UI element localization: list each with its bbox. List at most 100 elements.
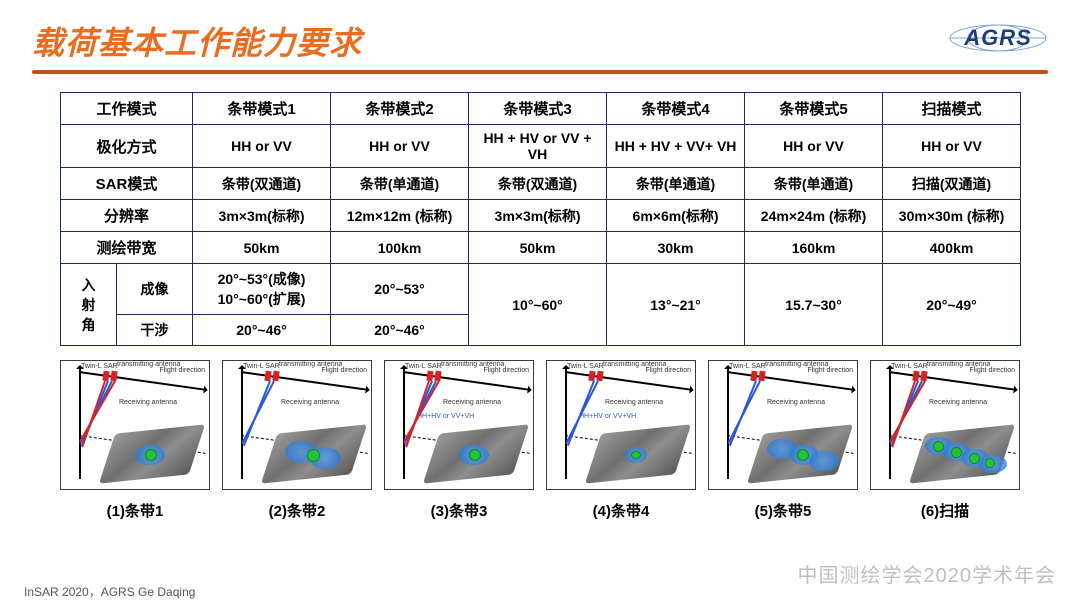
imaging-cell: 20°~49° [883, 264, 1021, 346]
data-cell: 3m×3m(标称) [469, 200, 607, 232]
title-row: 载荷基本工作能力要求 AGRS [32, 18, 1048, 64]
beam-line [727, 381, 761, 444]
beam-spot [631, 451, 641, 459]
data-cell: 条带(单通道) [331, 168, 469, 200]
col-header: 条带模式4 [607, 93, 745, 125]
axis-icon [565, 367, 567, 479]
data-cell: HH + HV + VV+ VH [607, 125, 745, 168]
twin-label: Twin-L SAR [729, 363, 766, 370]
flight-dir-label: Flight direction [969, 367, 1015, 374]
col-header: 条带模式2 [331, 93, 469, 125]
data-cell: 条带(单通道) [607, 168, 745, 200]
beam-spot [985, 458, 995, 468]
diagram: Twin-L SAR transmitting antenna Flight d… [384, 360, 534, 521]
slide-title: 载荷基本工作能力要求 [32, 18, 362, 64]
diagram-label: (5)条带5 [755, 500, 812, 521]
diagram-box: Twin-L SAR transmitting antenna Flight d… [384, 360, 534, 490]
axis-icon [79, 367, 81, 479]
twin-label: Twin-L SAR [891, 363, 928, 370]
table-wrap: 工作模式条带模式1条带模式2条带模式3条带模式4条带模式5扫描模式极化方式HH … [60, 92, 1020, 346]
interfer-cell: 20°~46° [193, 315, 331, 346]
diagram-row: Twin-L SAR transmitting antenna Flight d… [60, 360, 1020, 521]
tx-antenna-icon [588, 371, 595, 382]
rx-label: Receiving antenna [443, 399, 501, 406]
diagram-box: Twin-L SAR transmitting antenna Flight d… [60, 360, 210, 490]
rx-label: Receiving antenna [605, 399, 663, 406]
diagram-label: (1)条带1 [107, 500, 164, 521]
imaging-label: 成像 [117, 264, 193, 315]
imaging-cell: 13°~21° [607, 264, 745, 346]
twin-label: Twin-L SAR [81, 363, 118, 370]
beam-spot [933, 441, 944, 452]
incidence-group: 入射角 [61, 264, 117, 346]
diagram-label: (4)条带4 [593, 500, 650, 521]
diagram: Twin-L SAR transmitting antenna Flight d… [546, 360, 696, 521]
twin-label: Twin-L SAR [567, 363, 604, 370]
rx-label: Receiving antenna [281, 399, 339, 406]
beam-spot [797, 449, 809, 461]
axis-icon [403, 367, 405, 479]
flight-dir-label: Flight direction [645, 367, 691, 374]
beam-line [79, 381, 116, 443]
footer-left: InSAR 2020，AGRS Ge Daqing [24, 583, 195, 600]
diagram-box: Twin-L SAR transmitting antenna Flight d… [870, 360, 1020, 490]
data-cell: 160km [745, 232, 883, 264]
row-label: 测绘带宽 [61, 232, 193, 264]
data-cell: 24m×24m (标称) [745, 200, 883, 232]
flight-dir-label: Flight direction [159, 367, 205, 374]
diagram: Twin-L SAR transmitting antenna Flight d… [708, 360, 858, 521]
data-cell: HH or VV [193, 125, 331, 168]
flight-dir-label: Flight direction [483, 367, 529, 374]
data-cell: HH or VV [745, 125, 883, 168]
interfer-label: 干涉 [117, 315, 193, 346]
beam-spot [307, 449, 320, 462]
beam-line [403, 381, 440, 443]
logo-text: AGRS [963, 25, 1032, 50]
data-cell: HH + HV or VV + VH [469, 125, 607, 168]
beam-line [889, 381, 926, 443]
col-header: 工作模式 [61, 93, 193, 125]
imaging-cell: 15.7~30° [745, 264, 883, 346]
flight-dir-label: Flight direction [321, 367, 367, 374]
diagram: Twin-L SAR transmitting antenna Flight d… [222, 360, 372, 521]
pol-label: HH+HV or VV+VH [417, 413, 474, 420]
axis-icon [727, 367, 729, 479]
twin-label: Twin-L SAR [243, 363, 280, 370]
slide: 载荷基本工作能力要求 AGRS 工作模式条带模式1条带模式2条带模式3条带模式4… [0, 0, 1080, 608]
data-cell: HH or VV [331, 125, 469, 168]
row-label: 极化方式 [61, 125, 193, 168]
imaging-cell: 20°~53°(成像) 10°~60°(扩展) [193, 264, 331, 315]
col-header: 扫描模式 [883, 93, 1021, 125]
data-cell: 100km [331, 232, 469, 264]
diagram-box: Twin-L SAR transmitting antenna Flight d… [222, 360, 372, 490]
data-cell: 6m×6m(标称) [607, 200, 745, 232]
axis-icon [889, 367, 891, 479]
data-cell: 30m×30m (标称) [883, 200, 1021, 232]
col-header: 条带模式3 [469, 93, 607, 125]
data-cell: 400km [883, 232, 1021, 264]
diagram-box: Twin-L SAR transmitting antenna Flight d… [546, 360, 696, 490]
rx-label: Receiving antenna [119, 399, 177, 406]
diagram: Twin-L SAR transmitting antenna Flight d… [60, 360, 210, 521]
col-header: 条带模式1 [193, 93, 331, 125]
beam-line [241, 381, 275, 444]
logo: AGRS [948, 21, 1048, 62]
watermark: 中国测绘学会2020学术年会 [798, 559, 1057, 588]
data-cell: HH or VV [883, 125, 1021, 168]
data-cell: 50km [469, 232, 607, 264]
rx-label: Receiving antenna [929, 399, 987, 406]
diagram-label: (3)条带3 [431, 500, 488, 521]
data-cell: 30km [607, 232, 745, 264]
pol-label: HH+HV or VV+VH [579, 413, 636, 420]
title-underline [32, 70, 1048, 74]
data-cell: 12m×12m (标称) [331, 200, 469, 232]
beam-spot [145, 449, 157, 461]
data-cell: 扫描(双通道) [883, 168, 1021, 200]
data-cell: 条带(双通道) [469, 168, 607, 200]
spec-table: 工作模式条带模式1条带模式2条带模式3条带模式4条带模式5扫描模式极化方式HH … [60, 92, 1021, 346]
imaging-cell: 10°~60° [469, 264, 607, 346]
rx-label: Receiving antenna [767, 399, 825, 406]
diagram-label: (6)扫描 [921, 500, 969, 521]
beam-spot [951, 447, 962, 458]
row-label: 分辨率 [61, 200, 193, 232]
